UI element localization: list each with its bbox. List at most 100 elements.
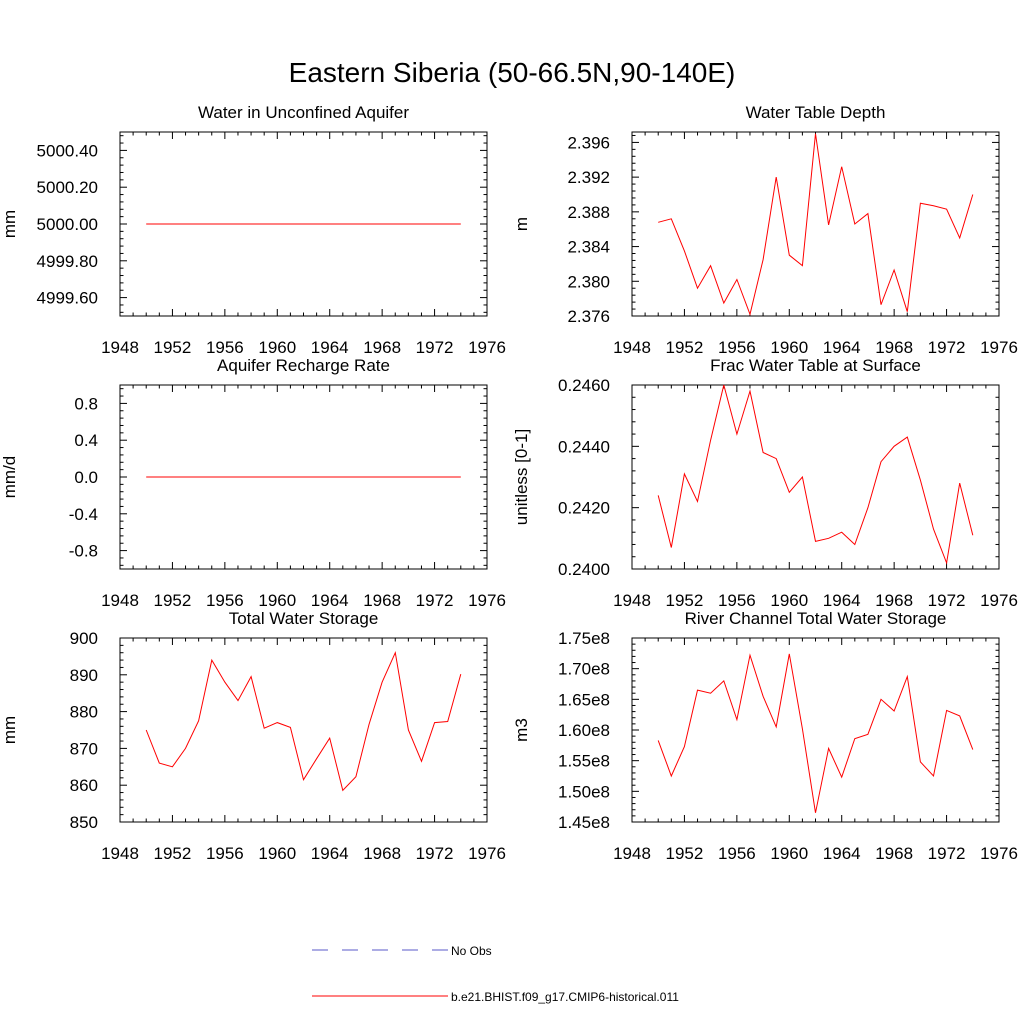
y-tick-label: 890 [70,666,98,685]
y-tick-label: 4999.80 [37,252,98,271]
x-tick-label: 1964 [311,844,349,863]
y-tick-label: -0.4 [69,505,98,524]
y-tick-label: 1.75e8 [558,629,610,648]
y-tick-label: 870 [70,739,98,758]
chart-panel-6: River Channel Total Water Storage 1948 195… [512,609,1018,863]
x-tick-label: 1952 [666,591,704,610]
x-tick-label: 1972 [416,338,454,357]
legend-item-1: No Obs [312,944,492,958]
y-axis-label: mm [0,210,19,238]
x-tick-label: 1972 [928,338,966,357]
x-tick-label: 1948 [613,591,651,610]
y-tick-label: 2.376 [567,307,610,326]
x-tick-label: 1948 [613,338,651,357]
y-tick-label: 1.50e8 [558,782,610,801]
series-line [657,384,974,565]
legend-item-2: b.e21.BHIST.f09_g17.CMIP6-historical.011 [312,990,679,1004]
y-tick-label: 5000.40 [37,141,98,160]
y-tick-label: 4999.60 [37,289,98,308]
y-tick-label: 2.392 [567,168,610,187]
x-tick-label: 1964 [823,844,861,863]
x-tick-label: 1952 [154,338,192,357]
y-axis-label: m3 [512,718,531,742]
y-tick-label: 2.380 [567,272,610,291]
y-tick-label: 1.55e8 [558,752,610,771]
y-tick-label: 1.65e8 [558,690,610,709]
panel-title: Total Water Storage [229,609,379,628]
legend: No Obs b.e21.BHIST.f09_g17.CMIP6-historic… [312,944,679,1004]
x-tick-label: 1972 [416,591,454,610]
chart-panel-1: Water in Unconfined Aquifer 1948 1952 1956 1… [0,103,506,357]
panel-title: River Channel Total Water Storage [685,609,947,628]
y-tick-label: 900 [70,629,98,648]
x-tick-label: 1952 [154,591,192,610]
y-tick-label: 1.45e8 [558,813,610,832]
x-tick-label: 1956 [718,591,756,610]
y-tick-label: 0.4 [74,431,98,450]
y-tick-label: 2.396 [567,133,610,152]
y-axis-label: unitless [0-1] [512,429,531,525]
x-tick-label: 1960 [770,591,808,610]
y-tick-label: 1.60e8 [558,721,610,740]
panel-grid: Water in Unconfined Aquifer 1948 1952 1956 1… [0,103,1018,863]
y-tick-label: 850 [70,813,98,832]
x-tick-label: 1952 [666,844,704,863]
y-tick-label: 5000.20 [37,178,98,197]
x-tick-label: 1956 [718,338,756,357]
x-tick-label: 1952 [666,338,704,357]
legend-label: No Obs [451,944,492,958]
x-tick-label: 1948 [613,844,651,863]
y-axis-label: mm/d [0,456,19,499]
y-tick-label: 2.388 [567,203,610,222]
panel-title: Water in Unconfined Aquifer [198,103,409,122]
chart-panel-2: Water Table Depth 1948 1952 1956 1960 1964 196… [512,103,1018,357]
x-tick-label: 1956 [206,844,244,863]
x-tick-label: 1956 [206,591,244,610]
x-tick-label: 1968 [363,338,401,357]
y-tick-label: 0.0 [74,468,98,487]
x-tick-label: 1952 [154,844,192,863]
x-tick-label: 1968 [875,844,913,863]
chart-panel-5: Total Water Storage 1948 1952 1956 1960 1964 1… [0,609,506,863]
x-tick-label: 1964 [823,338,861,357]
x-tick-label: 1976 [468,591,506,610]
x-tick-label: 1960 [258,844,296,863]
y-tick-label: -0.8 [69,542,98,561]
x-tick-label: 1976 [980,844,1018,863]
y-tick-label: 0.2400 [558,560,610,579]
x-tick-label: 1972 [928,844,966,863]
x-tick-label: 1948 [101,338,139,357]
y-tick-label: 880 [70,703,98,722]
y-axis-label: mm [0,716,19,744]
x-tick-label: 1948 [101,844,139,863]
series-line [657,653,974,813]
y-tick-label: 0.2420 [558,499,610,518]
x-tick-label: 1972 [928,591,966,610]
panel-title: Frac Water Table at Surface [710,356,921,375]
y-tick-label: 1.70e8 [558,660,610,679]
y-axis-label: m [512,217,531,231]
x-tick-label: 1960 [770,844,808,863]
y-tick-label: 860 [70,776,98,795]
y-tick-label: 0.2460 [558,376,610,395]
plot-frame [631,131,1000,317]
x-tick-label: 1964 [311,338,349,357]
legend-label: b.e21.BHIST.f09_g17.CMIP6-historical.011 [451,990,679,1004]
y-tick-label: 0.8 [74,394,98,413]
x-tick-label: 1968 [363,844,401,863]
figure-title: Eastern Siberia (50-66.5N,90-140E) [289,57,736,88]
x-tick-label: 1976 [468,844,506,863]
x-tick-label: 1960 [770,338,808,357]
panel-title: Water Table Depth [746,103,886,122]
x-tick-label: 1964 [311,591,349,610]
x-tick-label: 1976 [468,338,506,357]
x-tick-label: 1968 [875,338,913,357]
x-tick-label: 1968 [363,591,401,610]
x-tick-label: 1948 [101,591,139,610]
panel-title: Aquifer Recharge Rate [217,356,390,375]
x-tick-label: 1968 [875,591,913,610]
y-tick-label: 2.384 [567,238,610,257]
x-tick-label: 1960 [258,338,296,357]
x-tick-label: 1972 [416,844,454,863]
